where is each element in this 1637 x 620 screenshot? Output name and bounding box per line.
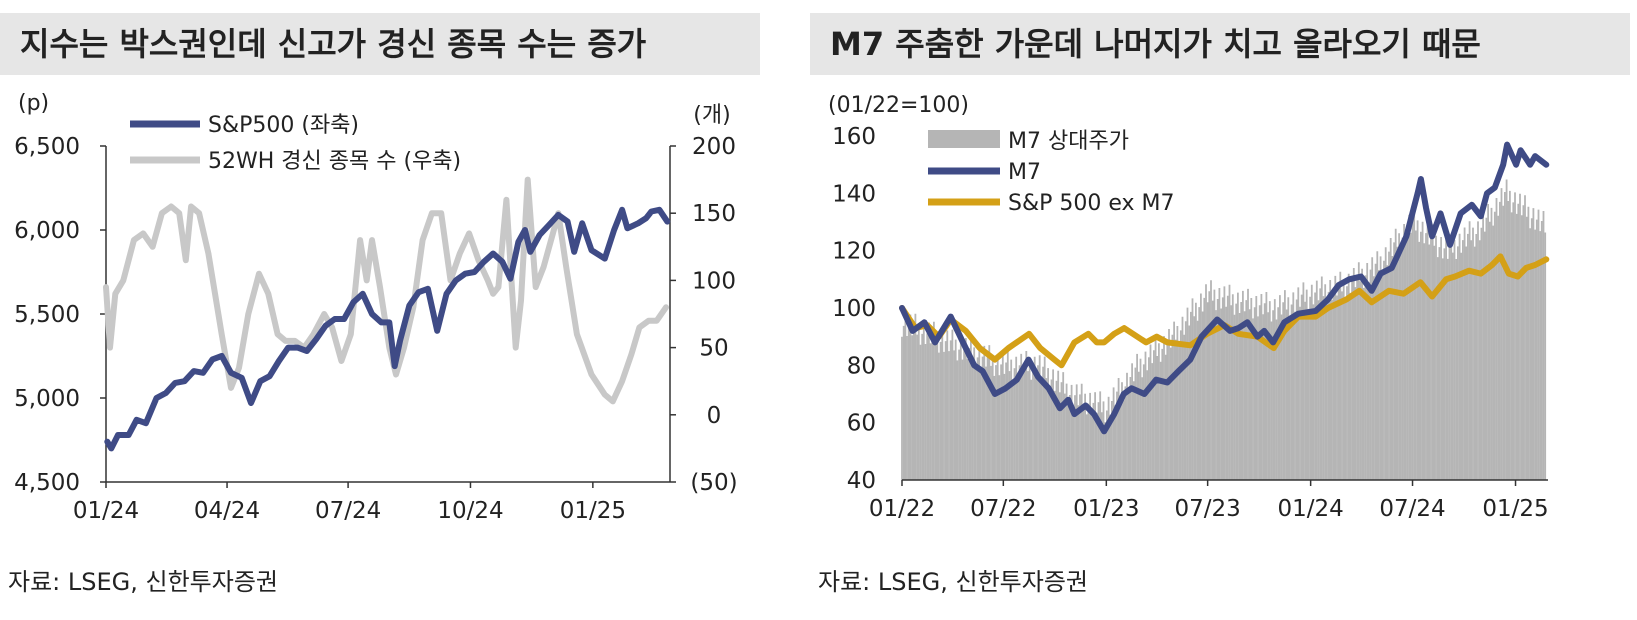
x-tick-label: 07/24 — [315, 498, 381, 524]
x-tick-label: 10/24 — [437, 498, 503, 524]
left-y-tick-label: 5,000 — [14, 386, 80, 412]
right-chart-title: M7 주춤한 가운데 나머지가 치고 올라오기 때문 — [810, 13, 1630, 75]
left-chart: (p) (개) 6,500 6,000 5,500 5,000 4,500 200 150 100… — [14, 91, 737, 524]
left-y-tick-label: 6,000 — [14, 218, 80, 244]
series-52wh-line — [103, 176, 669, 405]
x-tick-label: 07/23 — [1174, 496, 1240, 522]
series-sp500-line — [104, 206, 671, 452]
legend-label-52wh: 52WH 경신 종목 수 (우축) — [208, 149, 461, 174]
right-chart-panel: M7 주춤한 가운데 나머지가 치고 올라오기 때문 (01/22=100) 16… — [810, 0, 1637, 612]
y-tick-label: 120 — [832, 239, 876, 265]
legend-label-sp500: S&P500 (좌축) — [208, 113, 359, 138]
left-chart-source: 자료: LSEG, 신한투자증권 — [8, 568, 278, 596]
y-tick-label: 160 — [832, 124, 876, 150]
x-tick-label: 07/22 — [970, 496, 1036, 522]
y-unit-label: (01/22=100) — [828, 93, 969, 118]
x-tick-label: 01/24 — [1277, 496, 1343, 522]
legend-label-sp500-ex-m7: S&P 500 ex M7 — [1008, 191, 1175, 216]
x-tick-label: 01/23 — [1073, 496, 1139, 522]
left-y-unit-label: (p) — [18, 91, 49, 116]
left-y-tick-label: 4,500 — [14, 470, 80, 496]
y-tick-label: 100 — [832, 296, 876, 322]
legend-swatch-m7-relative — [928, 130, 1000, 148]
series-m7-relative-bars — [901, 179, 1547, 480]
x-tick-label: 07/24 — [1379, 496, 1445, 522]
right-y-tick-label: 150 — [692, 201, 736, 227]
x-tick-label: 01/25 — [560, 498, 626, 524]
left-y-tick-label: 5,500 — [14, 302, 80, 328]
right-chart-source: 자료: LSEG, 신한투자증권 — [818, 568, 1088, 596]
x-tick-label: 04/24 — [194, 498, 260, 524]
x-tick-label: 01/22 — [869, 496, 935, 522]
series-m7-line — [899, 141, 1550, 435]
right-y-tick-label: 0 — [707, 403, 722, 429]
y-tick-label: 80 — [847, 353, 876, 379]
x-tick-label: 01/24 — [73, 498, 139, 524]
right-y-tick-label: 200 — [692, 134, 736, 160]
left-chart-title: 지수는 박스권인데 신고가 경신 종목 수는 증가 — [0, 13, 760, 75]
right-y-unit-label: (개) — [693, 103, 730, 128]
right-y-tick-label: 50 — [699, 336, 728, 362]
x-tick-label: 01/25 — [1482, 496, 1548, 522]
left-y-tick-label: 6,500 — [14, 134, 80, 160]
left-chart-panel: 지수는 박스권인데 신고가 경신 종목 수는 증가 (p) (개) 6,500 6,0… — [0, 0, 780, 612]
y-tick-label: 40 — [847, 468, 876, 494]
y-tick-label: 60 — [847, 411, 876, 437]
right-y-tick-label: (50) — [690, 470, 737, 496]
right-y-tick-label: 100 — [692, 268, 736, 294]
y-tick-label: 140 — [832, 181, 876, 207]
legend-label-m7-relative: M7 상대주가 — [1008, 129, 1129, 154]
legend-label-m7: M7 — [1008, 160, 1041, 185]
